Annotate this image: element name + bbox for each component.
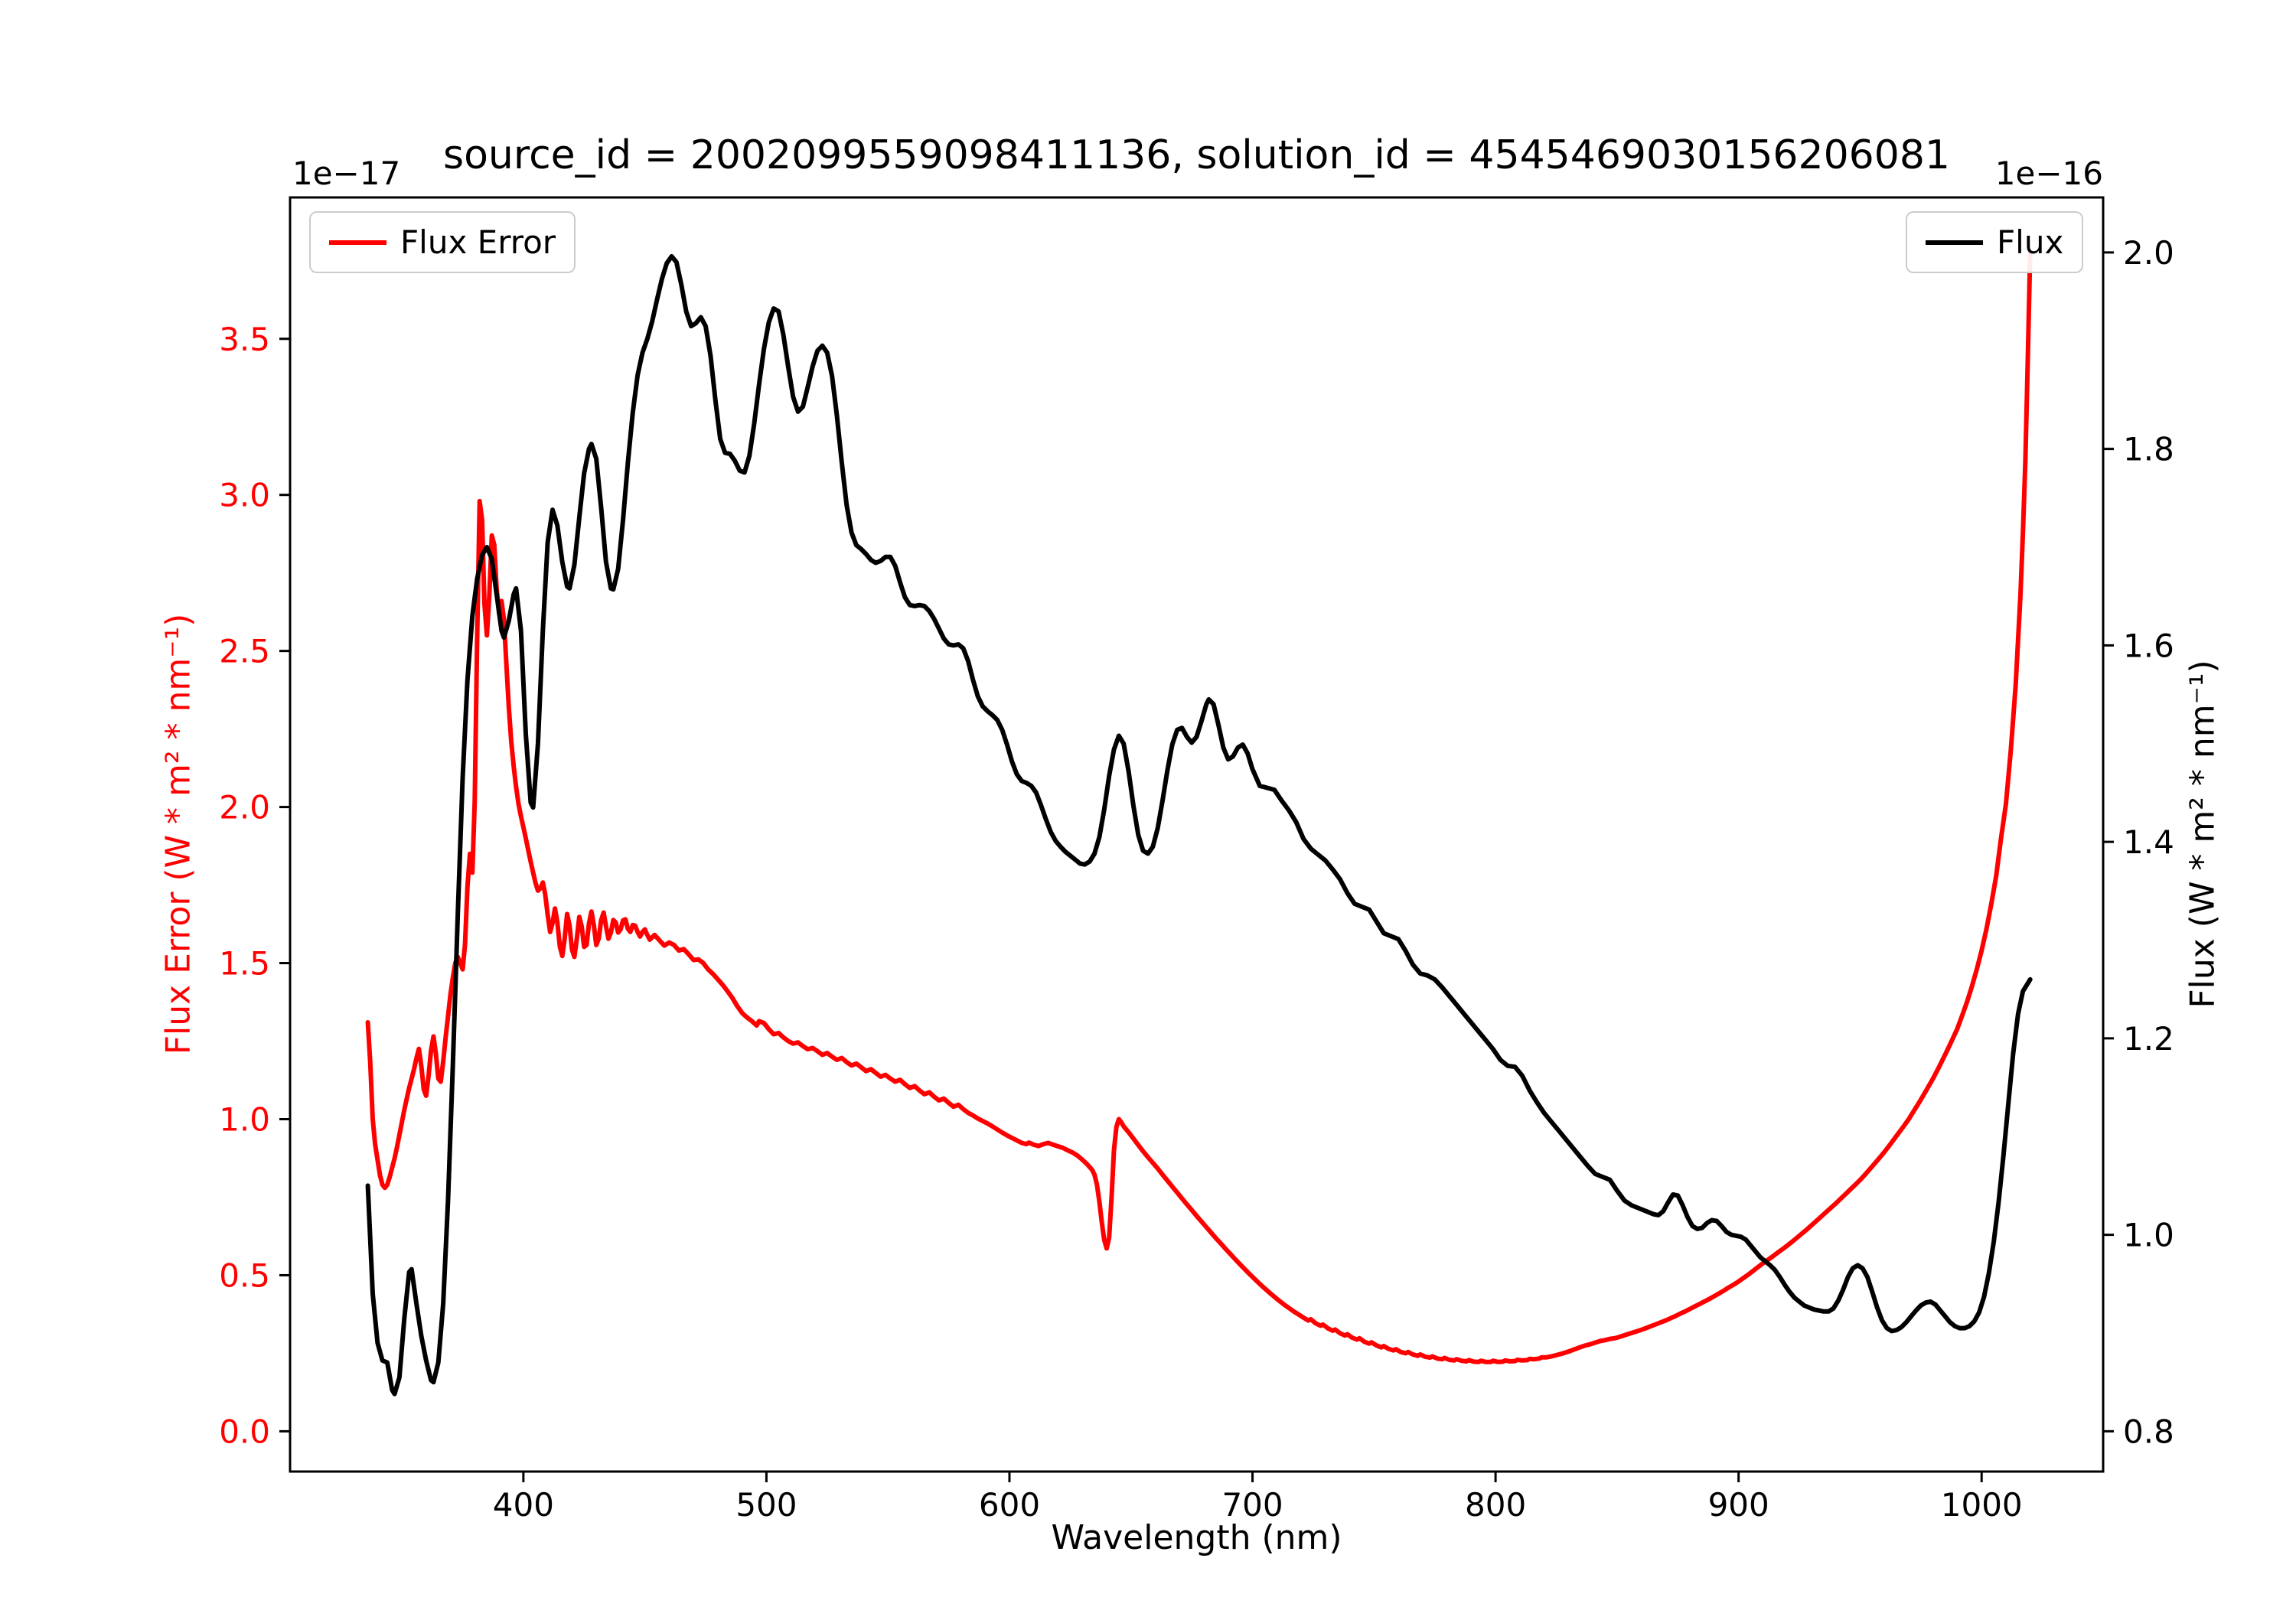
- x-tick-label: 400: [493, 1486, 554, 1524]
- chart-title: source_id = 2002099559098411136, solutio…: [442, 132, 1951, 178]
- legend-flux: Flux: [1906, 211, 2084, 273]
- flux-error-line: [365, 249, 2033, 1364]
- right-tick-label: 1.4: [2123, 823, 2174, 861]
- right-axis-label: Flux (W * m² * nm⁻¹): [2183, 660, 2223, 1009]
- legend-flux-error: Flux Error: [309, 211, 576, 273]
- left-tick-label: 1.5: [219, 945, 270, 983]
- right-tick-label: 1.2: [2123, 1020, 2174, 1058]
- left-tick-label: 3.0: [219, 477, 270, 514]
- x-tick-label: 900: [1708, 1486, 1769, 1524]
- left-tick-label: 0.5: [219, 1257, 270, 1294]
- x-tick-label: 600: [979, 1486, 1040, 1524]
- right-tick-label: 0.8: [2123, 1413, 2174, 1450]
- left-tick-label: 2.0: [219, 789, 270, 826]
- left-axis-offset-text: 1e−17: [292, 155, 401, 192]
- x-axis-label: Wavelength (nm): [1051, 1518, 1342, 1557]
- right-tick-label: 1.0: [2123, 1217, 2174, 1254]
- legend-flux-label: Flux: [1997, 223, 2064, 261]
- x-tick-label: 500: [735, 1486, 797, 1524]
- x-tick-label: 700: [1221, 1486, 1283, 1524]
- right-tick-label: 2.0: [2123, 234, 2174, 272]
- left-tick-label: 2.5: [219, 633, 270, 670]
- legend-flux-swatch: [1926, 240, 1983, 245]
- legend-flux-error-label: Flux Error: [400, 223, 556, 261]
- left-axis-label: Flux Error (W * m² * nm⁻¹): [158, 613, 198, 1055]
- flux-line: [365, 254, 2033, 1397]
- left-tick-label: 0.0: [219, 1413, 270, 1450]
- right-tick-label: 1.8: [2123, 431, 2174, 468]
- plot-border: [289, 196, 2105, 1473]
- right-tick-label: 1.6: [2123, 627, 2174, 664]
- x-tick-label: 1000: [1941, 1486, 2023, 1524]
- right-axis-offset-text: 1e−16: [1994, 155, 2103, 192]
- legend-flux-error-swatch: [329, 240, 386, 245]
- x-tick-label: 800: [1465, 1486, 1526, 1524]
- left-tick-label: 1.0: [219, 1100, 270, 1138]
- left-tick-label: 3.5: [219, 321, 270, 358]
